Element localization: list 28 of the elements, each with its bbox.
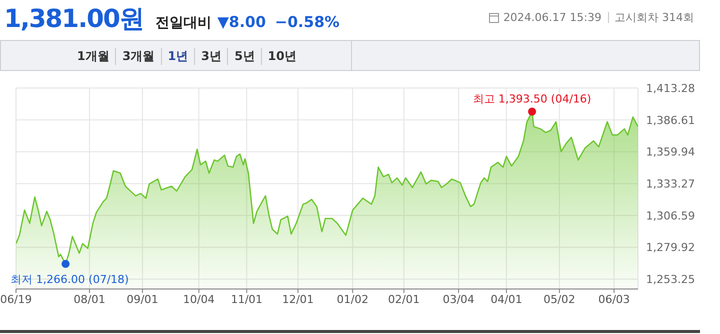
y-tick-label: 1,333.27: [646, 177, 695, 190]
annotation: 최저 1,266.00 (07/18): [10, 272, 129, 286]
x-tick-label: 08/01: [74, 292, 106, 306]
x-tick-label: 12/01: [282, 292, 314, 306]
text: 2024.06.17 15:39: [503, 11, 602, 24]
y-tick-label: 1,306.59: [646, 209, 695, 222]
x-tick-label: 01/02: [336, 292, 368, 306]
text: ▼8.00: [217, 13, 266, 31]
x-tick-label: 02/01: [388, 292, 420, 306]
x-tick-label: 06/19: [0, 292, 32, 306]
x-tick-label: 09/01: [126, 292, 158, 306]
x-tick-label: 04/01: [490, 292, 522, 306]
y-tick-label: 1,279.92: [646, 241, 695, 254]
x-tick-label: 10/04: [182, 292, 215, 306]
annotation: 최고 1,393.50 (04/16): [472, 92, 592, 106]
x-tick-label: 06/03: [598, 292, 630, 306]
x-tick-label: 03/04: [442, 292, 474, 306]
y-tick-label: 1,413.28: [646, 82, 695, 95]
y-tick-label: 1,253.25: [646, 273, 695, 286]
x-tick-label: 11/01: [230, 292, 263, 306]
x-tick-label: 05/02: [544, 292, 576, 306]
y-tick-label: 1,359.94: [646, 146, 695, 159]
y-tick-label: 1,386.61: [646, 114, 695, 127]
period-tab-bar: 1개월 3개월 1년 3년 5년 10년: [0, 40, 700, 71]
text: −0.58%: [274, 13, 340, 31]
text: 전일대비: [155, 14, 212, 32]
chart-title: 1,381.00원: [4, 3, 144, 35]
text: 고시회차 314회: [614, 10, 694, 25]
